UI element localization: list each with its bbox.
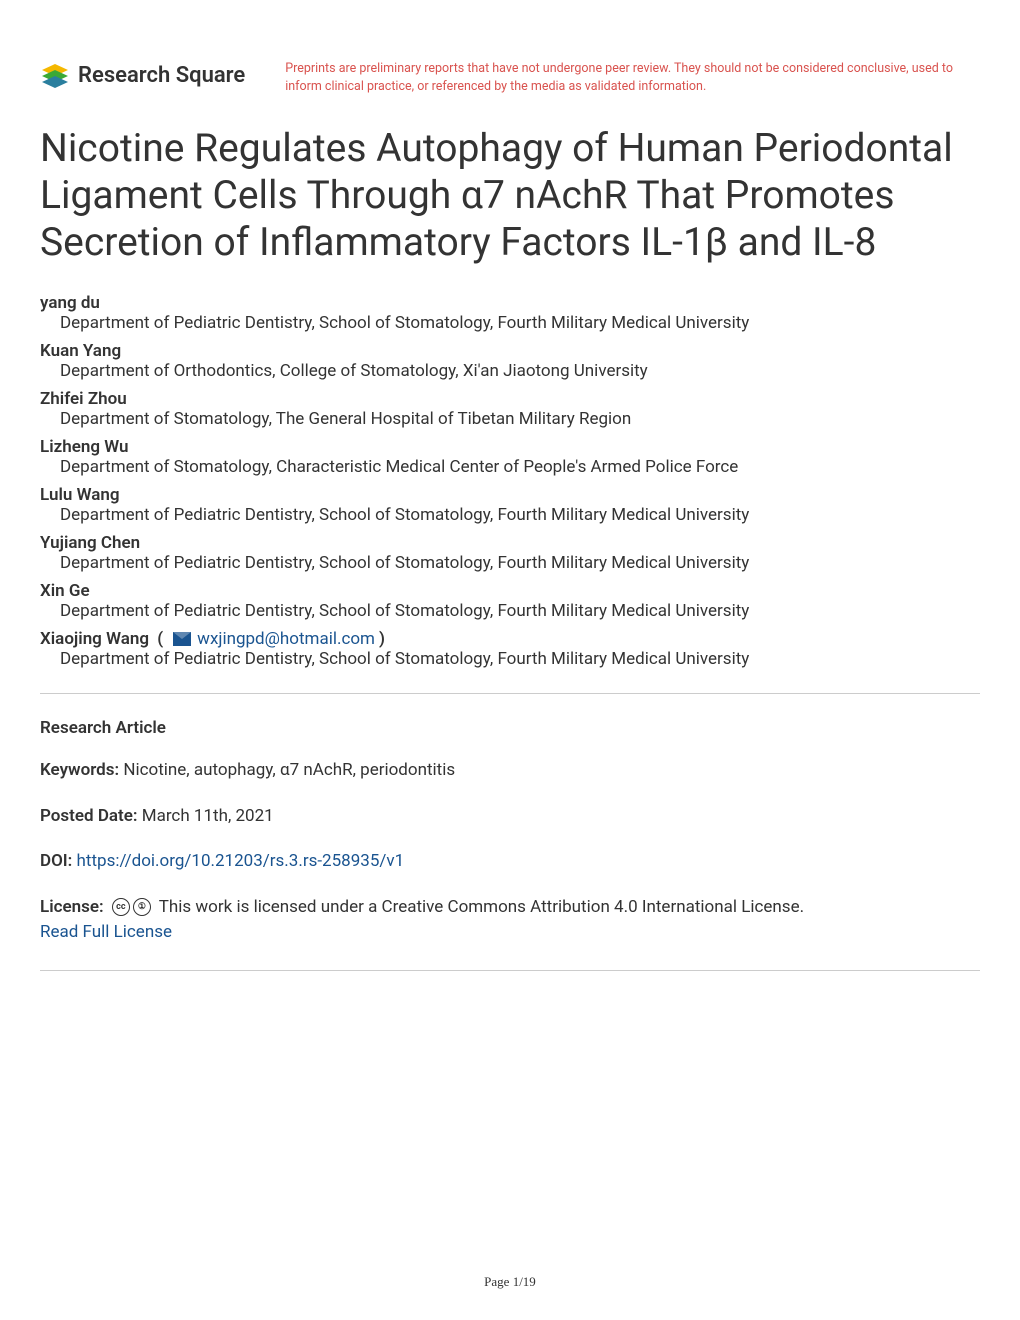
author-name: Xiaojing Wang: [40, 629, 149, 649]
disclaimer-text: Preprints are preliminary reports that h…: [285, 60, 980, 95]
header-row: Research Square Preprints are preliminar…: [40, 60, 980, 95]
author-affiliation: Department of Pediatric Dentistry, Schoo…: [40, 313, 980, 333]
by-icon: ①: [133, 898, 151, 916]
email-icon: [173, 632, 191, 646]
license-icons: cc ①: [112, 898, 151, 916]
author-affiliation: Department of Orthodontics, College of S…: [40, 361, 980, 381]
author-name: Kuan Yang: [40, 341, 980, 361]
author-name: yang du: [40, 293, 980, 313]
posted-date-row: Posted Date: March 11th, 2021: [40, 804, 980, 830]
license-text: This work is licensed under a Creative C…: [159, 897, 804, 917]
author-affiliation: Department of Stomatology, The General H…: [40, 409, 980, 429]
author-entry: Kuan Yang Department of Orthodontics, Co…: [40, 341, 980, 381]
close-paren: ): [379, 629, 385, 649]
author-affiliation: Department of Pediatric Dentistry, Schoo…: [40, 505, 980, 525]
license-row: License: cc ① This work is licensed unde…: [40, 895, 980, 946]
author-entry: Yujiang Chen Department of Pediatric Den…: [40, 533, 980, 573]
keywords-row: Keywords: Nicotine, autophagy, α7 nAchR,…: [40, 758, 980, 784]
keywords-value: Nicotine, autophagy, α7 nAchR, periodont…: [123, 760, 455, 780]
authors-list: yang du Department of Pediatric Dentistr…: [40, 293, 980, 669]
paper-title: Nicotine Regulates Autophagy of Human Pe…: [40, 125, 980, 265]
corresponding-row: Xiaojing Wang ( wxjingpd@hotmail.com ): [40, 629, 980, 649]
author-affiliation: Department of Stomatology, Characteristi…: [40, 457, 980, 477]
read-full-license-link[interactable]: Read Full License: [40, 922, 172, 942]
doi-label: DOI:: [40, 851, 72, 871]
cc-icon: cc: [112, 898, 130, 916]
author-affiliation: Department of Pediatric Dentistry, Schoo…: [40, 553, 980, 573]
doi-link[interactable]: https://doi.org/10.21203/rs.3.rs-258935/…: [77, 851, 405, 871]
author-affiliation: Department of Pediatric Dentistry, Schoo…: [40, 649, 980, 669]
author-affiliation: Department of Pediatric Dentistry, Schoo…: [40, 601, 980, 621]
author-entry: yang du Department of Pediatric Dentistr…: [40, 293, 980, 333]
author-entry: Xin Ge Department of Pediatric Dentistry…: [40, 581, 980, 621]
email-link[interactable]: wxjingpd@hotmail.com: [197, 629, 375, 649]
doi-row: DOI: https://doi.org/10.21203/rs.3.rs-25…: [40, 849, 980, 875]
keywords-label: Keywords:: [40, 760, 119, 780]
page-footer: Page 1/19: [0, 1274, 1020, 1290]
meta-section: Research Article Keywords: Nicotine, aut…: [40, 718, 980, 946]
license-label: License:: [40, 897, 104, 917]
corresponding-author-entry: Xiaojing Wang ( wxjingpd@hotmail.com ) D…: [40, 629, 980, 669]
logo-icon: [40, 60, 70, 90]
author-name: Xin Ge: [40, 581, 980, 601]
article-type: Research Article: [40, 718, 980, 738]
logo: Research Square: [40, 60, 245, 90]
author-entry: Lizheng Wu Department of Stomatology, Ch…: [40, 437, 980, 477]
divider: [40, 970, 980, 971]
posted-date-label: Posted Date:: [40, 806, 138, 826]
author-entry: Lulu Wang Department of Pediatric Dentis…: [40, 485, 980, 525]
author-name: Zhifei Zhou: [40, 389, 980, 409]
open-paren: (: [153, 629, 163, 649]
author-name: Yujiang Chen: [40, 533, 980, 553]
posted-date-value: March 11th, 2021: [142, 806, 274, 826]
divider: [40, 693, 980, 694]
author-name: Lizheng Wu: [40, 437, 980, 457]
author-name: Lulu Wang: [40, 485, 980, 505]
author-entry: Zhifei Zhou Department of Stomatology, T…: [40, 389, 980, 429]
logo-text: Research Square: [78, 63, 245, 88]
